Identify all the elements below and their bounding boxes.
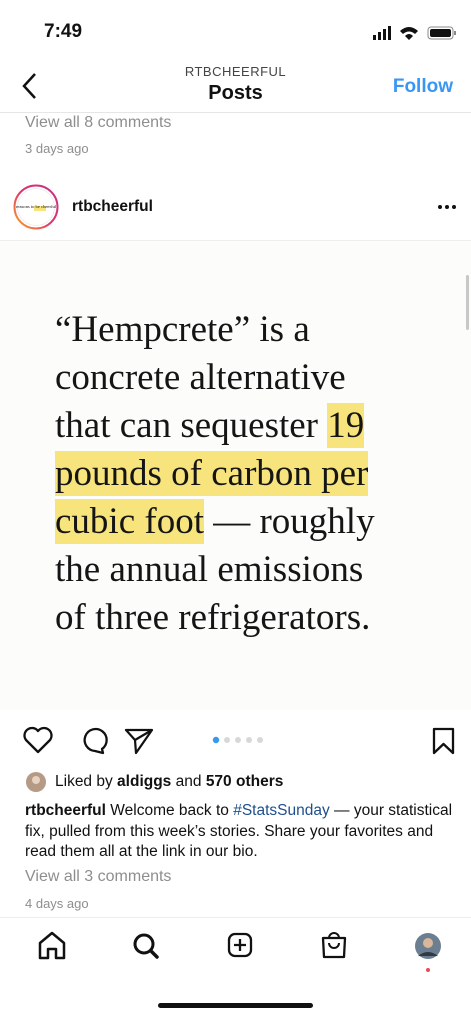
hashtag[interactable]: #StatsSunday: [233, 802, 330, 819]
scrollbar: [466, 275, 469, 330]
comment-button[interactable]: [85, 729, 107, 753]
highlighted-text: cubic foot: [55, 499, 204, 544]
profile-tab[interactable]: [415, 933, 441, 972]
home-indicator: [158, 1003, 313, 1008]
quote-line: that can sequester 19: [55, 402, 375, 450]
action-bar: [20, 722, 460, 758]
follow-button[interactable]: Follow: [393, 76, 453, 98]
view-comments[interactable]: View all 8 comments: [25, 114, 171, 132]
likes: Liked by aldiggs and 570 others: [55, 773, 283, 791]
quote-text: “Hempcrete” is a: [55, 309, 310, 350]
quote-line: pounds of carbon per: [55, 450, 375, 498]
save-button[interactable]: [434, 729, 453, 753]
share-button[interactable]: [126, 730, 152, 753]
home-tab[interactable]: [40, 933, 64, 958]
time-ago: 3 days ago: [25, 141, 89, 156]
caption-username[interactable]: rtbcheerful: [25, 802, 106, 819]
quote-line: cubic foot — roughly: [55, 498, 375, 546]
caption-text: Welcome back to: [110, 802, 229, 819]
likes-prefix: Liked by: [55, 773, 113, 790]
time-ago: 4 days ago: [25, 896, 89, 911]
username[interactable]: rtbcheerful: [72, 198, 153, 216]
caption: rtbcheerful Welcome back to #StatsSunday…: [25, 801, 455, 863]
more-button[interactable]: [436, 203, 458, 211]
status-icons: [370, 24, 460, 42]
quote-text: concrete alternative: [55, 357, 346, 398]
quote-line: the annual emissions: [55, 546, 375, 594]
like-button[interactable]: [25, 728, 52, 752]
quote-text: of three refrigerators.: [55, 597, 370, 638]
divider: [0, 917, 471, 918]
quote-text: the annual emissions: [55, 549, 363, 590]
liker-avatar: [25, 771, 47, 793]
quote-line: concrete alternative: [55, 354, 375, 402]
create-tab[interactable]: [229, 934, 251, 956]
screen: 7:49 RTBCHEERFUL Posts Follow View all 8…: [0, 0, 471, 1016]
avatar-text: reasons to be cheerful: [16, 204, 57, 209]
liker[interactable]: aldiggs: [117, 773, 171, 790]
quote-text: — roughly: [204, 501, 375, 542]
likes-others[interactable]: 570 others: [206, 773, 284, 790]
avatar[interactable]: reasons to be cheerful: [13, 184, 59, 230]
quote-line: of three refrigerators.: [55, 594, 375, 642]
status-time: 7:49: [44, 21, 82, 43]
bottom-nav: [0, 928, 471, 978]
highlighted-text: 19: [327, 403, 364, 448]
divider: [0, 112, 471, 113]
likes-joiner: and: [176, 773, 202, 790]
search-tab[interactable]: [135, 935, 157, 957]
highlighted-text: pounds of carbon per: [55, 451, 368, 496]
quote-text: that can sequester: [55, 405, 327, 446]
quote-line: “Hempcrete” is a: [55, 306, 375, 354]
shop-tab[interactable]: [323, 933, 345, 957]
view-comments[interactable]: View all 3 comments: [25, 868, 171, 886]
